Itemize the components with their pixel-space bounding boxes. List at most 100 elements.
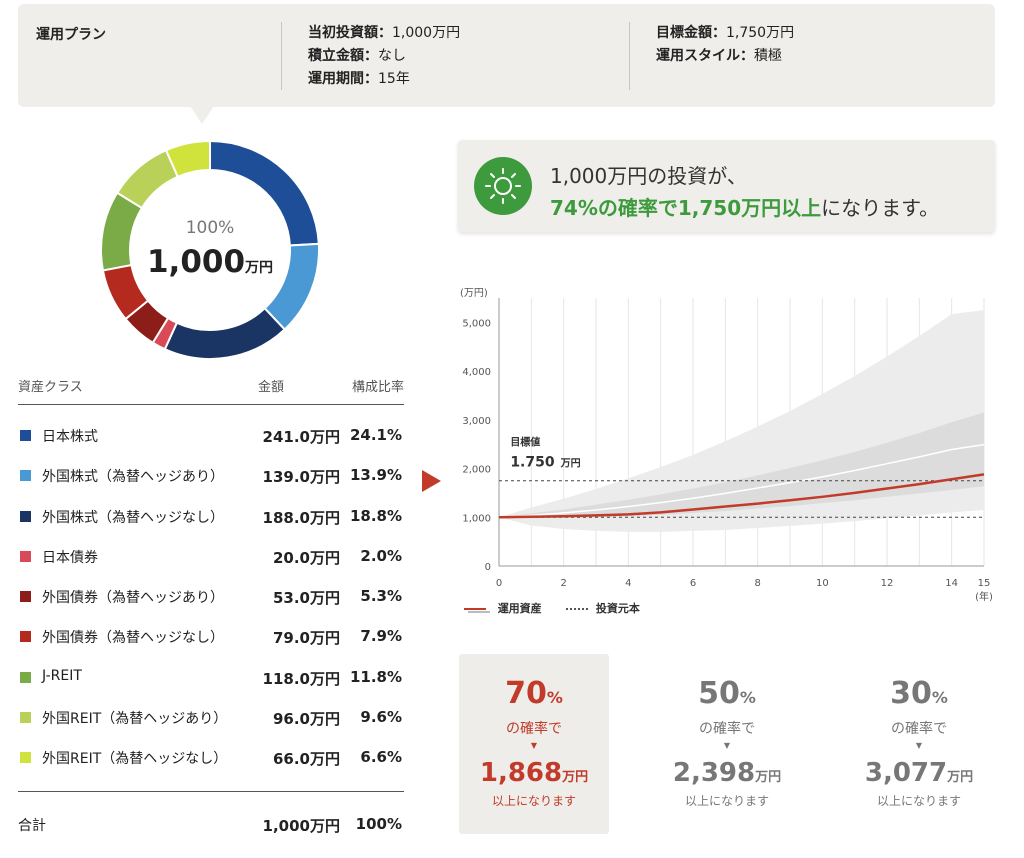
- x-tick-label: 2: [560, 578, 566, 589]
- donut-slice: [164, 140, 211, 179]
- asset-ratio: 11.8%: [349, 667, 402, 686]
- asset-amount: 20.0万円: [272, 548, 340, 567]
- x-tick-label: 14: [945, 578, 958, 589]
- card-probability: 30%: [890, 676, 948, 711]
- probability-card[interactable]: 50% の確率で ▼ 2,398万円 以上になります: [652, 654, 802, 834]
- period-value: 15年: [378, 71, 410, 87]
- asset-amount: 79.0万円: [272, 629, 340, 648]
- plan-summary: 運用プラン 当初投資額：1,000万円 積立金額：なし 運用期間：15年 目標金…: [18, 4, 995, 107]
- x-tick-label: 10: [816, 578, 829, 589]
- table-row: J-REIT 118.0万円 11.8%: [18, 658, 404, 698]
- asset-amount: 53.0万円: [272, 589, 340, 608]
- y-tick-label: 4,000: [462, 367, 491, 378]
- color-swatch: [20, 631, 31, 643]
- asset-amount: 118.0万円: [262, 669, 340, 688]
- probability-card[interactable]: 30% の確率で ▼ 3,077万円以上になります: [844, 654, 994, 834]
- asset-name: 日本株式: [42, 429, 98, 445]
- y-tick-label: 3,000: [462, 416, 491, 427]
- table-row: 日本債券 20.0万円 2.0%: [18, 537, 404, 577]
- table-row: 外国債券（為替ヘッジあり） 53.0万円 5.3%: [18, 577, 404, 617]
- asset-ratio: 24.1%: [349, 426, 402, 444]
- card-arrow-down-icon: ▼: [723, 741, 731, 750]
- donut-total-unit: 万円: [245, 260, 274, 276]
- plan-divider: [281, 22, 282, 90]
- plan-title: 運用プラン: [36, 27, 106, 43]
- card-arrow-down-icon: ▼: [530, 741, 538, 750]
- asset-amount: 241.0万円: [262, 428, 340, 446]
- card-amount: 3,077万円: [864, 758, 974, 788]
- style-value: 積極: [754, 48, 782, 64]
- asset-ratio: 6.6%: [360, 748, 402, 767]
- card-line2: 以上になります: [876, 794, 961, 808]
- x-unit-label: (年): [975, 590, 993, 603]
- card-amount: 2,398万円: [672, 758, 782, 788]
- donut-slice: [163, 306, 287, 360]
- donut-percent: 100%: [185, 218, 235, 238]
- asset-name: 外国債券（為替ヘッジあり）: [42, 590, 224, 607]
- target-annotation-label: 目標値: [510, 436, 540, 449]
- card-probability: 70%: [505, 676, 563, 711]
- message-line-2: 74%の確率で1,750万円以上になります。: [550, 192, 939, 221]
- color-swatch: [20, 712, 31, 724]
- color-swatch: [20, 470, 31, 482]
- donut-total: 1,000万円: [140, 244, 280, 280]
- period-label: 運用期間：: [308, 71, 378, 87]
- probability-card[interactable]: 70% の確率で ▼ 1,868万円 以上になります: [459, 654, 609, 834]
- color-swatch: [20, 671, 31, 683]
- allocation-donut-chart: [100, 140, 320, 360]
- table-header: 資産クラス 金額 構成比率: [18, 372, 404, 405]
- asset-ratio: 9.6%: [360, 708, 402, 727]
- table-row: 日本株式 241.0万円 24.1%: [18, 416, 404, 456]
- asset-name: 外国株式（為替ヘッジなし）: [42, 509, 224, 526]
- asset-amount: 66.0万円: [272, 750, 340, 769]
- plan-divider: [629, 22, 630, 90]
- donut-total-number: 1,000: [146, 244, 246, 280]
- plan-column-1: 当初投資額：1,000万円 積立金額：なし 運用期間：15年: [308, 22, 460, 91]
- assets-line: [498, 473, 985, 519]
- card-line1: の確率で: [699, 721, 755, 737]
- initial-value: 1,000万円: [392, 25, 461, 41]
- color-swatch: [20, 550, 31, 562]
- total-amount: 1,000万円: [262, 817, 340, 835]
- table-row: 外国REIT（為替ヘッジあり） 96.0万円 9.6%: [18, 698, 404, 738]
- x-tick-label: 6: [690, 578, 696, 589]
- table-row: 外国株式（為替ヘッジあり） 139.0万円 13.9%: [18, 456, 404, 496]
- monthly-label: 積立金額：: [308, 48, 378, 64]
- legend-label-principal: 投資元本: [595, 602, 640, 615]
- header-amount: 金額: [258, 380, 285, 395]
- color-swatch: [20, 430, 31, 441]
- asset-name: 日本債券: [42, 549, 98, 566]
- initial-label: 当初投資額：: [308, 25, 392, 41]
- style-label: 運用スタイル：: [656, 48, 754, 64]
- asset-ratio: 5.3%: [360, 587, 402, 606]
- color-swatch: [20, 510, 31, 522]
- plan-column-2: 目標金額：1,750万円 運用スタイル：積極: [656, 22, 794, 68]
- table-row: 外国REIT（為替ヘッジなし） 66.0万円 6.6%: [18, 738, 404, 778]
- monthly-value: なし: [378, 48, 406, 64]
- card-line1: の確率で: [506, 721, 562, 737]
- asset-name: 外国REIT（為替ヘッジあり）: [42, 711, 228, 728]
- target-label: 目標金額：: [656, 25, 726, 41]
- card-line1: の確率で: [891, 721, 947, 737]
- result-message: 1,000万円の投資が、 74%の確率で1,750万円以上になります。: [458, 140, 995, 232]
- asset-amount: 96.0万円: [272, 710, 340, 729]
- message-line-1: 1,000万円の投資が、: [550, 164, 747, 188]
- arrow-right-icon: [422, 470, 441, 492]
- plan-caret: [190, 106, 214, 124]
- x-tick-label: 8: [754, 578, 760, 589]
- asset-ratio: 13.9%: [349, 466, 402, 485]
- card-arrow-down-icon: ▼: [915, 741, 923, 750]
- legend-swatch-assets: [464, 608, 486, 610]
- asset-ratio: 18.8%: [349, 506, 402, 525]
- card-line2: 以上になります: [684, 794, 769, 808]
- legend-label-assets: 運用資産: [497, 602, 542, 615]
- card-amount: 1,868万円: [479, 758, 589, 788]
- total-ratio: 100%: [355, 815, 402, 833]
- table-total-row: 合計 1,000万円 100%: [18, 791, 404, 841]
- asset-ratio: 2.0%: [360, 546, 402, 565]
- asset-name: 外国債券（為替ヘッジなし）: [42, 630, 224, 647]
- header-ratio: 構成比率: [351, 380, 404, 395]
- y-tick-label: 1,000: [462, 513, 491, 524]
- message-highlight: 74%の確率で1,750万円以上: [550, 196, 822, 220]
